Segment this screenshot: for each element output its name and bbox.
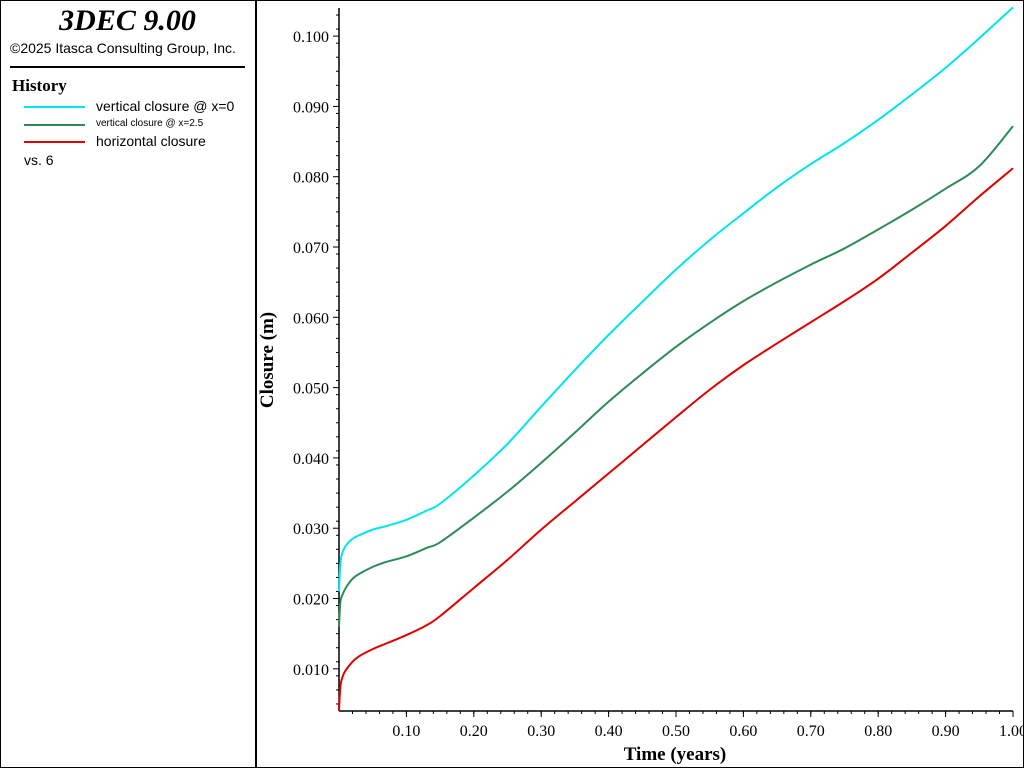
y-tick-label: 0.080 xyxy=(293,170,329,187)
history-heading: History xyxy=(12,76,67,95)
vs-label: vs. 6 xyxy=(24,152,54,168)
legend-panel: 3DEC 9.00 ©2025 Itasca Consulting Group,… xyxy=(0,0,255,768)
legend-item-vertical-closure-x0: vertical closure @ x=0 xyxy=(24,98,249,114)
copyright-text: ©2025 Itasca Consulting Group, Inc. xyxy=(10,40,236,56)
x-tick-label: 0.50 xyxy=(662,723,690,740)
x-tick-label: 0.20 xyxy=(460,723,488,740)
y-tick-label: 0.090 xyxy=(293,99,329,116)
x-tick-label: 0.30 xyxy=(527,723,555,740)
title-divider xyxy=(10,66,245,68)
y-axis-label: Closure (m) xyxy=(257,312,278,408)
chart-series xyxy=(338,6,1014,712)
legend-swatch-green xyxy=(24,124,85,126)
x-tick-label: 0.90 xyxy=(932,723,960,740)
x-tick-label: 0.10 xyxy=(392,723,420,740)
y-tick-label: 0.020 xyxy=(293,592,329,609)
chart-ticks: 0.010 0.020 0.030 0.040 0.050 0.060 0.070 0.080… xyxy=(293,14,1024,740)
series-line-1 xyxy=(338,125,1014,627)
series-line-2 xyxy=(338,167,1014,712)
panel-divider xyxy=(255,0,257,768)
y-tick-label: 0.040 xyxy=(293,451,329,468)
app-title: 3DEC 9.00 xyxy=(59,4,196,37)
x-tick-label: 0.80 xyxy=(864,723,892,740)
x-tick-label: 0.70 xyxy=(797,723,825,740)
y-tick-label: 0.100 xyxy=(293,29,329,46)
x-tick-label: 0.40 xyxy=(595,723,623,740)
legend-swatch-red xyxy=(24,141,85,143)
legend-label: horizontal closure xyxy=(96,133,206,149)
y-tick-label: 0.060 xyxy=(293,310,329,327)
legend-label: vertical closure @ x=0 xyxy=(96,98,235,114)
chart-axes xyxy=(338,8,1013,712)
x-tick-label: 1.00 xyxy=(999,723,1024,740)
legend-item-vertical-closure-x2-5: vertical closure @ x=2.5 xyxy=(24,116,249,132)
closure-chart: 0.010 0.020 0.030 0.040 0.050 0.060 0.070 0.080… xyxy=(257,6,1024,765)
series-line-0 xyxy=(338,6,1014,592)
legend-item-horizontal-closure: horizontal closure xyxy=(24,133,249,149)
legend-swatch-cyan xyxy=(24,106,85,108)
x-tick-label: 0.60 xyxy=(729,723,757,740)
y-tick-label: 0.030 xyxy=(293,521,329,538)
y-tick-label: 0.050 xyxy=(293,381,329,398)
y-tick-label: 0.070 xyxy=(293,240,329,257)
x-axis-label: Time (years) xyxy=(624,744,727,765)
y-tick-label: 0.010 xyxy=(293,662,329,679)
legend-label: vertical closure @ x=2.5 xyxy=(96,118,204,129)
